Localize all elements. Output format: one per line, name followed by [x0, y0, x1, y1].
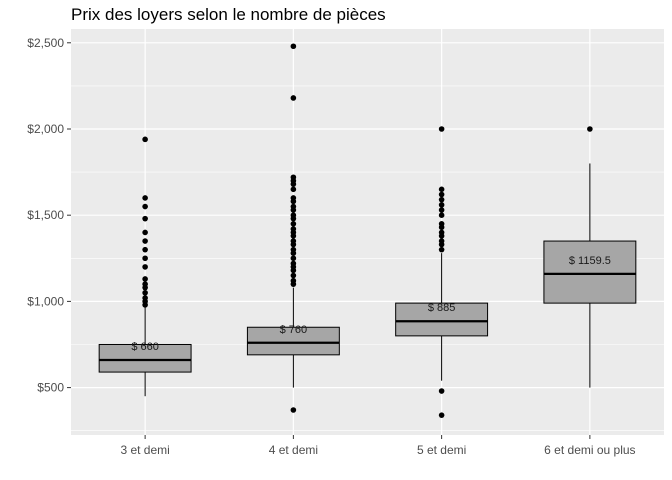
outlier-point — [438, 186, 445, 193]
box — [395, 302, 489, 337]
outlier-point — [142, 264, 148, 270]
outlier-point — [290, 260, 297, 267]
box-group: $ 760 — [246, 43, 340, 413]
chart-title: Prix des loyers selon le nombre de pièce… — [71, 5, 386, 24]
outlier-point — [142, 276, 148, 282]
outlier-point — [438, 202, 445, 208]
box-group: $ 1159.5 — [543, 126, 637, 388]
y-axis: $500 $1,000 $1,500 $2,000 $2,500 — [27, 36, 71, 395]
outlier-point — [438, 191, 445, 198]
median-label: $ 760 — [280, 324, 308, 336]
y-tick-label: $1,500 — [27, 208, 64, 222]
outlier-point — [438, 412, 445, 418]
x-axis: 3 et demi 4 et demi 5 et demi 6 et demi ou … — [120, 435, 636, 457]
outlier-point — [290, 407, 297, 413]
outlier-point — [142, 281, 148, 287]
outlier-point — [142, 295, 148, 301]
outlier-point — [142, 289, 148, 296]
outlier-point — [142, 246, 148, 253]
outlier-point — [290, 226, 297, 232]
outlier-point — [290, 272, 297, 279]
outlier-point — [290, 212, 297, 218]
outlier-point — [438, 246, 445, 253]
outlier-point — [438, 196, 445, 203]
outlier-point — [290, 95, 297, 101]
x-tick-label: 6 et demi ou plus — [544, 443, 635, 457]
y-tick-label: $2,500 — [27, 36, 64, 50]
outlier-point — [142, 195, 148, 201]
outlier-point — [587, 126, 593, 132]
plot-panel — [71, 29, 664, 435]
outlier-point — [290, 195, 297, 201]
y-tick-label: $1,000 — [27, 294, 64, 308]
outlier-point — [290, 203, 297, 210]
median-label: $ 1159.5 — [569, 255, 611, 267]
outlier-point — [438, 126, 445, 132]
outlier-point — [438, 229, 445, 236]
outlier-point — [142, 238, 148, 244]
outlier-point — [290, 277, 297, 284]
boxes: $ 660 $ 760 $ 885 $ 1159.5 — [98, 43, 637, 418]
outlier-point — [290, 43, 297, 50]
y-tick-label: $2,000 — [27, 122, 64, 136]
box — [246, 326, 340, 356]
outlier-point — [438, 221, 445, 227]
box — [543, 240, 637, 304]
outlier-point — [142, 215, 148, 222]
outlier-point — [290, 238, 297, 244]
outlier-point — [438, 238, 445, 244]
box — [98, 343, 192, 373]
outlier-point — [438, 212, 445, 218]
median-label: $ 660 — [131, 341, 159, 353]
outlier-point — [290, 221, 297, 227]
box-group: $ 885 — [395, 126, 489, 418]
outlier-point — [142, 229, 148, 236]
outlier-point — [142, 136, 148, 143]
x-tick-label: 3 et demi — [120, 443, 169, 457]
box-group: $ 660 — [98, 136, 192, 397]
outlier-point — [290, 246, 297, 253]
y-tick-label: $500 — [37, 381, 64, 395]
outlier-point — [290, 255, 297, 262]
outlier-point — [438, 388, 445, 394]
outlier-point — [438, 207, 445, 213]
outlier-point — [290, 174, 297, 181]
median-label: $ 885 — [428, 302, 456, 314]
outlier-point — [142, 255, 148, 262]
outlier-point — [142, 203, 148, 210]
x-tick-label: 4 et demi — [269, 443, 318, 457]
outlier-point — [290, 186, 297, 193]
x-tick-label: 5 et demi — [417, 443, 466, 457]
